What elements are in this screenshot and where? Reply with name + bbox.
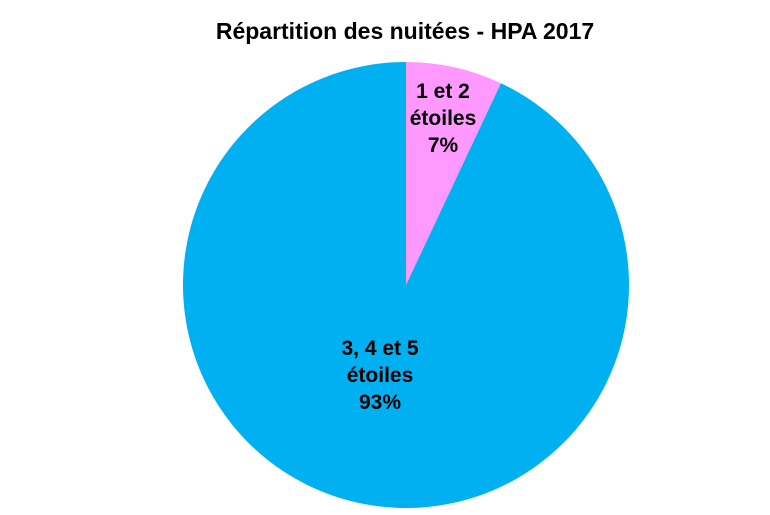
slice-label-0: 1 et 2 étoiles 7% bbox=[410, 80, 477, 157]
pie-slice-0 bbox=[406, 62, 501, 285]
chart-title: Répartition des nuitées - HPA 2017 bbox=[215, 18, 595, 44]
slice-label-1: 3, 4 et 5 étoiles 93% bbox=[341, 337, 418, 414]
pie-slice-1 bbox=[183, 62, 629, 508]
